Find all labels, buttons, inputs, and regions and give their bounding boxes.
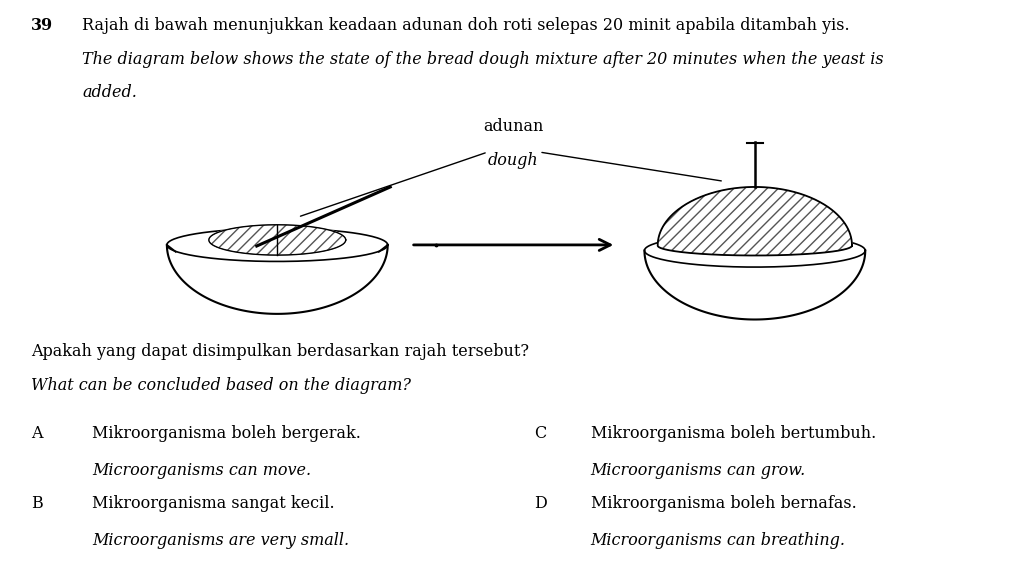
Text: 39: 39 bbox=[31, 17, 53, 34]
Polygon shape bbox=[208, 225, 346, 255]
Text: Apakah yang dapat disimpulkan berdasarkan rajah tersebut?: Apakah yang dapat disimpulkan berdasarka… bbox=[31, 343, 529, 360]
Text: Mikroorganisma boleh bergerak.: Mikroorganisma boleh bergerak. bbox=[92, 425, 362, 442]
Text: A: A bbox=[31, 425, 42, 442]
Text: Microorganisms are very small.: Microorganisms are very small. bbox=[92, 532, 349, 549]
Text: dough: dough bbox=[488, 152, 539, 169]
Text: Mikroorganisma boleh bernafas.: Mikroorganisma boleh bernafas. bbox=[591, 495, 857, 512]
Text: The diagram below shows the state of the bread dough mixture after 20 minutes wh: The diagram below shows the state of the… bbox=[82, 51, 884, 68]
Polygon shape bbox=[657, 187, 852, 256]
Text: Mikroorganisma sangat kecil.: Mikroorganisma sangat kecil. bbox=[92, 495, 335, 512]
Text: D: D bbox=[534, 495, 546, 512]
Text: Microorganisms can move.: Microorganisms can move. bbox=[92, 462, 311, 479]
Text: C: C bbox=[534, 425, 546, 442]
Text: Mikroorganisma boleh bertumbuh.: Mikroorganisma boleh bertumbuh. bbox=[591, 425, 876, 442]
Text: adunan: adunan bbox=[484, 118, 543, 135]
Text: Rajah di bawah menunjukkan keadaan adunan doh roti selepas 20 minit apabila dita: Rajah di bawah menunjukkan keadaan aduna… bbox=[82, 17, 849, 34]
Text: Microorganisms can breathing.: Microorganisms can breathing. bbox=[591, 532, 845, 549]
Text: B: B bbox=[31, 495, 42, 512]
Text: What can be concluded based on the diagram?: What can be concluded based on the diagr… bbox=[31, 377, 411, 394]
Text: Microorganisms can grow.: Microorganisms can grow. bbox=[591, 462, 806, 479]
Text: added.: added. bbox=[82, 84, 137, 101]
